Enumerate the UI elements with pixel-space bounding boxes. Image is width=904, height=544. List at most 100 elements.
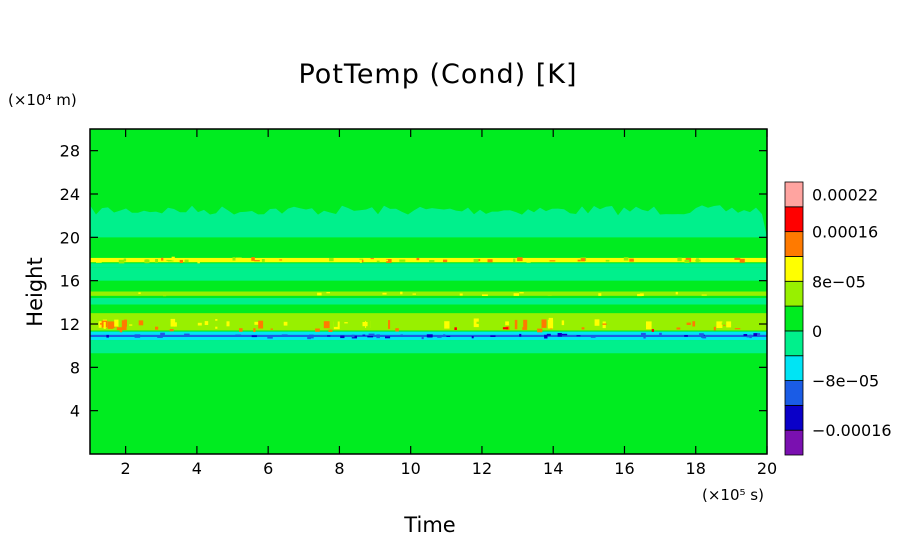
contour-speckle bbox=[383, 320, 388, 330]
contour-speckle bbox=[272, 259, 275, 262]
contour-speckle bbox=[602, 291, 609, 295]
x-tick-label: 6 bbox=[263, 459, 273, 478]
colorbar-swatch bbox=[784, 305, 804, 332]
contour-speckle bbox=[659, 332, 662, 337]
contour-speckle bbox=[416, 257, 420, 261]
contour-speckle bbox=[639, 293, 644, 296]
contour-speckle bbox=[278, 322, 281, 328]
contour-speckle bbox=[577, 259, 581, 262]
y-tick-label: 4 bbox=[70, 402, 80, 421]
contour-speckle bbox=[369, 334, 374, 336]
y-tick-label: 8 bbox=[70, 358, 80, 377]
contour-speckle bbox=[443, 334, 446, 337]
contour-speckle bbox=[359, 258, 364, 260]
contour-speckle bbox=[581, 258, 586, 262]
contour-speckle bbox=[121, 320, 127, 330]
contour-speckle bbox=[315, 328, 320, 332]
contour-speckle bbox=[471, 336, 474, 339]
contour-speckle bbox=[594, 319, 600, 326]
contour-speckle bbox=[184, 333, 190, 337]
contour-speckle bbox=[412, 293, 416, 295]
contour-speckle bbox=[610, 293, 614, 295]
colorbar-swatch bbox=[784, 231, 804, 257]
contour-speckle bbox=[123, 258, 127, 262]
contour-speckle bbox=[155, 259, 158, 263]
x-tick-label: 14 bbox=[543, 459, 563, 478]
contour-speckle bbox=[169, 329, 174, 332]
contour-speckle bbox=[323, 321, 330, 329]
contour-speckle bbox=[109, 321, 115, 328]
x-tick-label: 12 bbox=[472, 459, 492, 478]
contour-speckle bbox=[677, 257, 682, 262]
contour-speckle bbox=[188, 258, 192, 261]
contour-speckle bbox=[444, 321, 450, 329]
contour-speckle bbox=[368, 333, 375, 336]
contour-speckle bbox=[370, 258, 374, 260]
contour-speckle bbox=[513, 258, 516, 262]
contour-speckle bbox=[399, 259, 406, 262]
contour-speckle bbox=[359, 259, 362, 263]
colorbar-swatch bbox=[784, 280, 804, 307]
contour-speckle bbox=[395, 328, 399, 332]
contour-speckle bbox=[561, 333, 568, 336]
contour-speckle bbox=[179, 259, 183, 263]
contour-speckle bbox=[384, 259, 388, 262]
contour-speckle bbox=[175, 291, 179, 294]
colorbar-label: 0 bbox=[812, 322, 822, 341]
contour-speckle bbox=[114, 319, 119, 327]
contour-speckle bbox=[440, 291, 444, 294]
contour-speckle bbox=[684, 259, 690, 263]
contour-speckle bbox=[716, 321, 723, 328]
contour-speckle bbox=[388, 320, 391, 329]
contour-speckle bbox=[174, 322, 177, 327]
contour-speckle bbox=[713, 326, 716, 331]
contour-speckle bbox=[437, 335, 442, 338]
contour-speckle bbox=[692, 321, 696, 327]
contour-speckle bbox=[557, 333, 562, 337]
contour-speckle bbox=[519, 292, 524, 294]
contour-speckle bbox=[598, 293, 602, 296]
y-axis-ticks: 4 8 12 16 20 24 28 bbox=[60, 142, 767, 421]
contour-speckle bbox=[145, 259, 149, 264]
contour-band-4 bbox=[90, 291, 767, 296]
contour-speckle bbox=[366, 320, 371, 330]
contour-speckle bbox=[327, 335, 331, 337]
x-axis-unit: (×10⁵ s) bbox=[702, 486, 764, 504]
contour-speckle bbox=[329, 258, 334, 262]
contour-speckle bbox=[547, 319, 554, 329]
contour-speckle bbox=[134, 334, 141, 338]
contour-speckle bbox=[160, 332, 165, 337]
contour-speckle bbox=[166, 259, 169, 261]
contour-speckle bbox=[726, 321, 732, 328]
colorbar-swatch bbox=[784, 380, 804, 406]
x-tick-label: 20 bbox=[757, 459, 777, 478]
contour-speckle bbox=[161, 257, 164, 261]
contour-speckle bbox=[367, 335, 374, 338]
contour-band-5 bbox=[90, 298, 767, 305]
contour-speckle bbox=[118, 259, 125, 264]
contour-speckle bbox=[421, 335, 424, 340]
contour-speckle bbox=[401, 294, 405, 296]
contour-speckle bbox=[541, 319, 547, 328]
contour-speckle bbox=[351, 334, 355, 338]
contour-speckle bbox=[544, 334, 548, 339]
contour-speckle bbox=[684, 335, 688, 337]
contour-speckle bbox=[576, 335, 581, 337]
contour-speckle bbox=[487, 259, 493, 263]
contour-speckle bbox=[162, 323, 165, 327]
contour-speckle bbox=[676, 327, 681, 330]
contour-speckle bbox=[526, 260, 531, 263]
contour-speckle bbox=[232, 257, 236, 261]
contour-speckle bbox=[258, 320, 264, 329]
contour-speckle bbox=[608, 258, 614, 262]
colorbar-label: 0.00016 bbox=[812, 223, 878, 242]
contour-speckle bbox=[473, 259, 479, 262]
y-axis-unit: (×10⁴ m) bbox=[8, 91, 77, 109]
contour-speckle bbox=[326, 292, 330, 294]
contour-speckle bbox=[222, 259, 225, 262]
contour-speckle bbox=[311, 294, 317, 296]
contour-speckle bbox=[426, 334, 433, 338]
contour-speckle bbox=[459, 293, 463, 296]
contour-speckle bbox=[362, 334, 366, 336]
contour-speckle bbox=[743, 334, 748, 337]
